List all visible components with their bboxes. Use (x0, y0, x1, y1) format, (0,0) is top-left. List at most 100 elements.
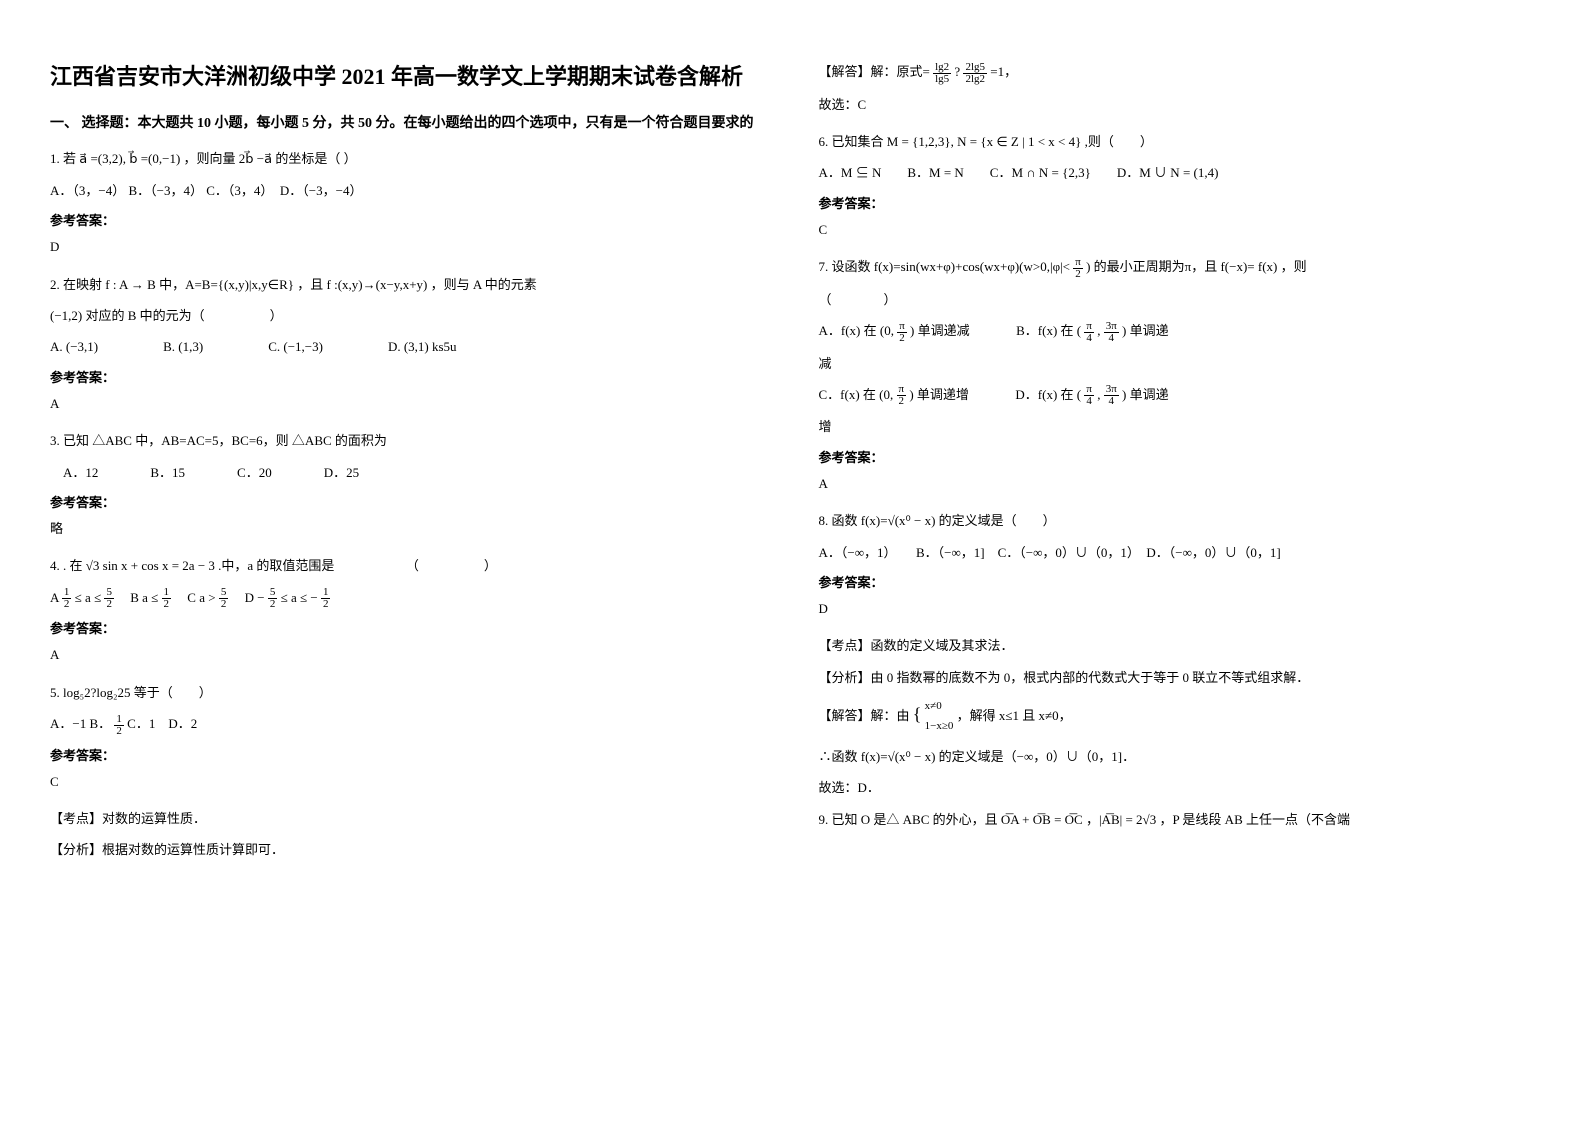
q5-opt-a: A．−1 B． (50, 716, 111, 731)
q5-answer-label: 参考答案： (50, 745, 769, 764)
q4-text: 4. . 在 √3 sin x + cos x = 2a − 3 .中，a 的取… (50, 554, 769, 577)
q8-explain4: ∴函数 f(x)=√(x⁰ − x) 的定义域是（−∞，0）∪（0，1]． (819, 745, 1538, 768)
q4-a-mid: ≤ a ≤ (75, 590, 102, 605)
q1-options: A．（3，−4） B．（−3，4） C．（3，4） D．（−3，−4） (50, 179, 769, 202)
q4-d-pre: − (257, 590, 264, 605)
q7-a-frac: π2 (897, 321, 907, 344)
q7-b-pre: B．f(x) 在 ( (1016, 323, 1081, 338)
q7-answer: A (819, 472, 1538, 495)
q2-text-b: (−1,2) 对应的 B 中的元为（ ） (50, 304, 769, 327)
q2-text-a: 2. 在映射 f : A → B 中，A=B={(x,y)|x,y∈R} ，且 … (50, 273, 769, 296)
q6-answer: C (819, 218, 1538, 241)
q7-text-c: （ ） (819, 288, 1538, 311)
q4-c-mid: a > (199, 590, 215, 605)
q7-row2b: 增 (819, 415, 1538, 438)
q5-text: 5. log₅2?log₂25 等于（ ） (50, 681, 769, 704)
q3-text: 3. 已知 △ABC 中，AB=AC=5，BC=6，则 △ABC 的面积为 (50, 429, 769, 452)
q8-explain3: 【解答】解：由 { x≠0 1−x≥0 ，解得 x≤1 且 x≠0， (819, 697, 1538, 737)
q4-frac-d1: 52 (268, 587, 278, 610)
q7-c-frac: π2 (897, 384, 907, 407)
q4-frac-a1: 12 (62, 587, 72, 610)
q8-e3-pre: 【解答】解：由 (819, 708, 910, 723)
q7-c-suf: ) 单调递增 (909, 387, 969, 402)
q8-explain1: 【考点】函数的定义域及其求法． (819, 634, 1538, 657)
q4-opt-d-label: D (232, 590, 254, 605)
q8-explain2: 【分析】由 0 指数幂的底数不为 0，根式内部的代数式大于等于 0 联立不等式组… (819, 666, 1538, 689)
q1-text: 1. 若 a⃗ =(3,2), b⃗ =(0,−1) ，则向量 2b⃗ −a⃗ … (50, 147, 769, 170)
q4-options: A 12 ≤ a ≤ 52 B a ≤ 12 C a > 52 D − 52 ≤… (50, 586, 769, 611)
q3-options: A．12 B．15 C．20 D．25 (50, 461, 769, 484)
q5r-frac1: lg2lg5 (933, 62, 951, 85)
q8-cond2: 1−x≥0 (925, 717, 954, 737)
q7-frac: π2 (1073, 257, 1083, 280)
q6-text: 6. 已知集合 M = {1,2,3}, N = {x ∈ Z | 1 < x … (819, 130, 1538, 153)
q5-explain2: 【分析】根据对数的运算性质计算即可． (50, 838, 769, 861)
q4-answer: A (50, 643, 769, 666)
q7-b-frac2: 3π4 (1104, 321, 1119, 344)
q3-answer: 略 (50, 517, 769, 540)
q7-row1b: 减 (819, 352, 1538, 375)
q7-b-comma: , (1097, 323, 1100, 338)
left-column: 江西省吉安市大洋洲初级中学 2021 年高一数学文上学期期末试卷含解析 一、 选… (50, 60, 769, 1062)
q4-frac-c: 52 (219, 587, 229, 610)
q5r-suf: =1， (990, 64, 1017, 79)
q4-answer-label: 参考答案： (50, 618, 769, 637)
q5r-final: 故选：C (819, 93, 1538, 116)
q9-text: 9. 已知 O 是△ ABC 的外心，且 O͞A + O͞B = O͞C ，|A… (819, 808, 1538, 831)
q7-row1: A．f(x) 在 (0, π2 ) 单调递减 B．f(x) 在 ( π4 , 3… (819, 319, 1538, 344)
q8-answer-label: 参考答案： (819, 572, 1538, 591)
q8-e3-suf: ，解得 x≤1 且 x≠0， (957, 708, 1072, 723)
q7-text-a: 7. 设函数 f(x)=sin(wx+φ)+cos(wx+φ)(w>0,|φ|< (819, 259, 1071, 274)
q7-answer-label: 参考答案： (819, 447, 1538, 466)
q7-d-frac1: π4 (1084, 384, 1094, 407)
q6-answer-label: 参考答案： (819, 193, 1538, 212)
q7-d-pre: D．f(x) 在 ( (1015, 387, 1081, 402)
q5-answer: C (50, 770, 769, 793)
q4-d-mid: ≤ a ≤ − (281, 590, 318, 605)
q8-options: A．（−∞，1） B．（−∞，1] C．（−∞，0）∪（0，1） D．（−∞，0… (819, 541, 1538, 564)
q7-text-b: ) 的最小正周期为π，且 f(−x)= f(x) ，则 (1086, 259, 1307, 274)
q5r-frac2: 2lg52lg2 (963, 62, 987, 85)
q8-answer: D (819, 597, 1538, 620)
q7-b-suf: ) 单调递 (1122, 323, 1169, 338)
q7-c-pre: C．f(x) 在 (0, (819, 387, 894, 402)
q5-options: A．−1 B． 12 C．1 D．2 (50, 712, 769, 737)
q7-d-comma: , (1097, 387, 1100, 402)
q1-stem: 1. 若 a⃗ =(3,2), b⃗ =(0,−1) ，则向量 2b⃗ −a⃗ … (50, 151, 357, 166)
q7-d-frac2: 3π4 (1104, 384, 1119, 407)
q2-answer-label: 参考答案： (50, 367, 769, 386)
page-title: 江西省吉安市大洋洲初级中学 2021 年高一数学文上学期期末试卷含解析 (50, 60, 769, 93)
q8-cond1: x≠0 (925, 697, 954, 717)
q2-options: A. (−3,1) B. (1,3) C. (−1,−3) D. (3,1) k… (50, 335, 769, 358)
q7-text: 7. 设函数 f(x)=sin(wx+φ)+cos(wx+φ)(w>0,|φ|<… (819, 255, 1538, 280)
brace-icon: { (913, 704, 922, 724)
q8-cond-block: x≠0 1−x≥0 (925, 697, 954, 737)
q5r-pre: 【解答】解：原式= (819, 64, 930, 79)
q3-answer-label: 参考答案： (50, 492, 769, 511)
q1-answer-label: 参考答案： (50, 210, 769, 229)
q5r-mid: ? (954, 64, 960, 79)
q8-text: 8. 函数 f(x)=√(x⁰ − x) 的定义域是（ ） (819, 509, 1538, 532)
q4-frac-b: 12 (162, 587, 172, 610)
q7-a-pre: A．f(x) 在 (0, (819, 323, 894, 338)
q1-answer: D (50, 235, 769, 258)
q5-frac-b: 12 (114, 714, 124, 737)
q5-explain1: 【考点】对数的运算性质． (50, 807, 769, 830)
q4-frac-d2: 12 (321, 587, 331, 610)
q5-opt-rest: C．1 D．2 (127, 716, 197, 731)
q7-row2: C．f(x) 在 (0, π2 ) 单调递增 D．f(x) 在 ( π4 , 3… (819, 383, 1538, 408)
q4-opt-a-label: A (50, 590, 59, 605)
q8-explain5: 故选：D． (819, 776, 1538, 799)
q5-right-explain: 【解答】解：原式= lg2lg5 ? 2lg52lg2 =1， (819, 60, 1538, 85)
section-header: 一、 选择题：本大题共 10 小题，每小题 5 分，共 50 分。在每小题给出的… (50, 113, 769, 135)
q2-answer: A (50, 392, 769, 415)
q7-b-frac1: π4 (1084, 321, 1094, 344)
q7-d-suf: ) 单调递 (1122, 387, 1169, 402)
q4-b-mid: a ≤ (142, 590, 158, 605)
q4-frac-a2: 52 (104, 587, 114, 610)
q6-options: A．M ⊆ N B．M = N C．M ∩ N = {2,3} D．M ∪ N … (819, 161, 1538, 184)
q7-a-suf: ) 单调递减 (910, 323, 970, 338)
q4-opt-c-label: C (174, 590, 196, 605)
q4-opt-b-label: B (117, 590, 139, 605)
right-column: 【解答】解：原式= lg2lg5 ? 2lg52lg2 =1， 故选：C 6. … (819, 60, 1538, 1062)
